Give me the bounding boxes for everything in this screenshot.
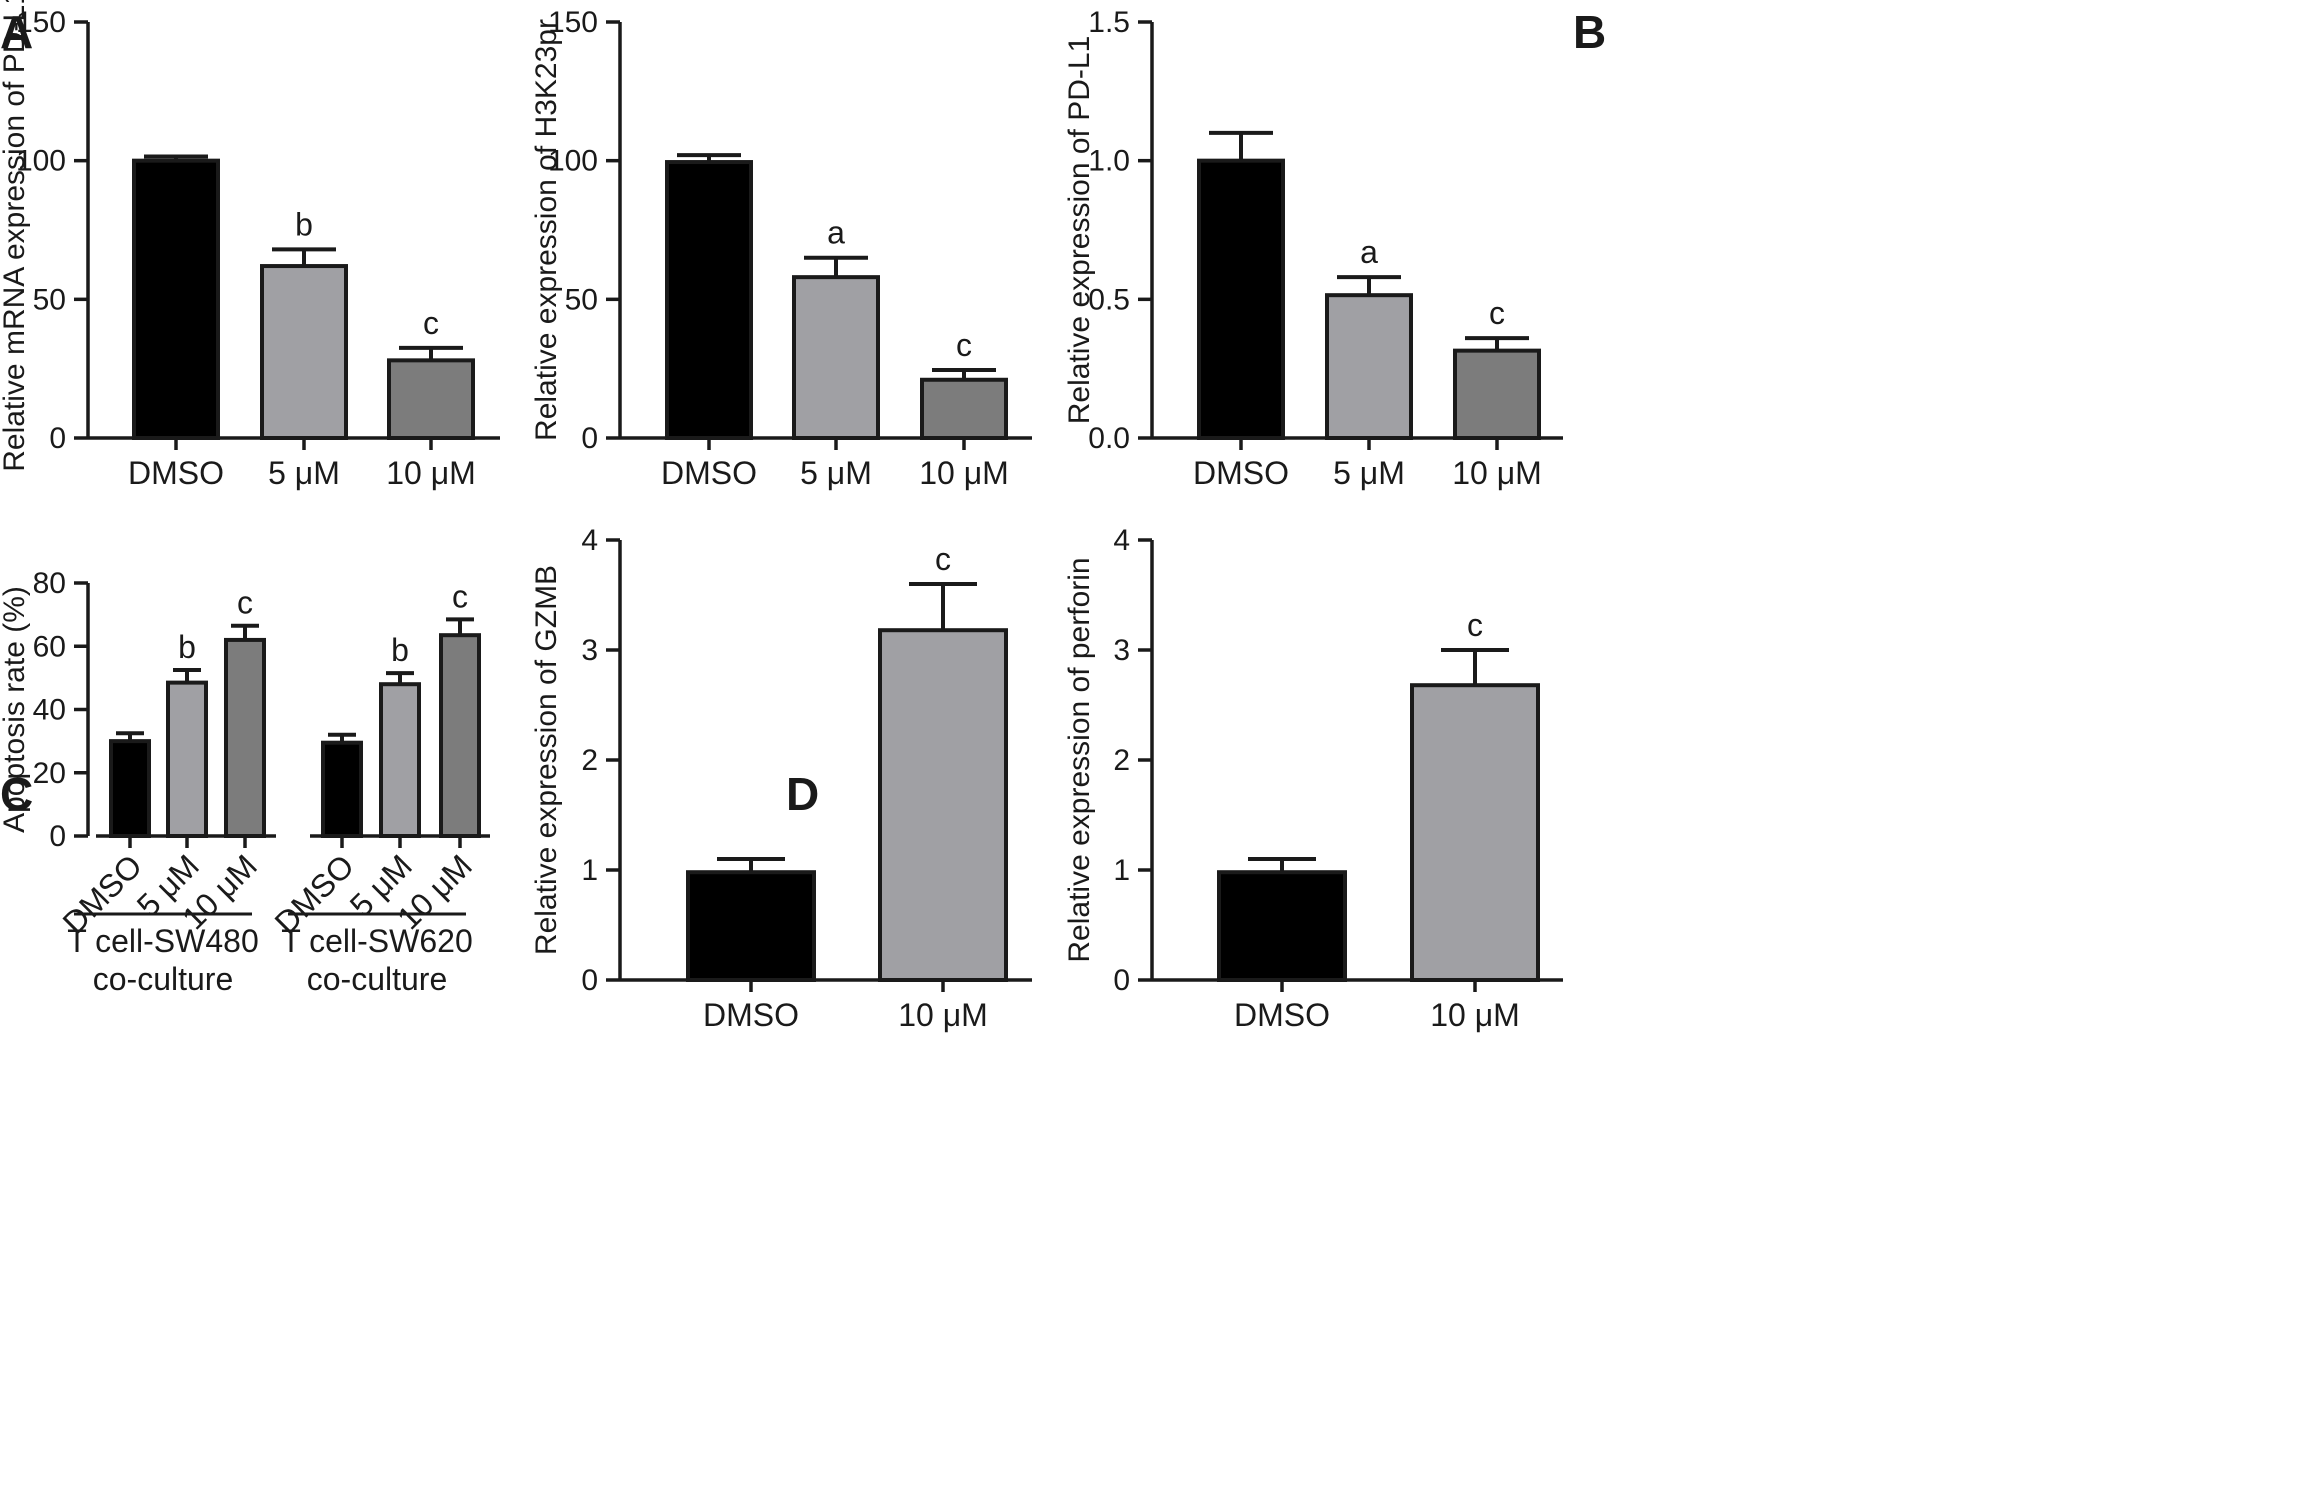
bar: [439, 633, 481, 839]
bar: [1197, 158, 1285, 441]
y-tick-label: 2: [581, 744, 598, 777]
significance-label: c: [1467, 607, 1483, 643]
x-category-label: 10 μM: [898, 997, 988, 1033]
y-tick-label: 100: [548, 145, 598, 178]
group-label-line1: T cell-SW480: [67, 923, 258, 959]
y-tick-label: 40: [33, 694, 66, 727]
x-category-label: 5 μM: [268, 455, 340, 491]
x-category-label: 5 μM: [800, 455, 872, 491]
bar: [379, 682, 421, 839]
y-tick-label: 1.0: [1088, 145, 1130, 178]
significance-label: b: [295, 206, 313, 242]
y-tick-label: 0.0: [1088, 422, 1130, 455]
x-category-label: DMSO: [703, 997, 799, 1033]
bar: [224, 637, 266, 838]
bar: [387, 358, 475, 441]
group-label-line1: T cell-SW620: [281, 923, 472, 959]
bar: [1217, 870, 1347, 983]
bar: [1325, 293, 1413, 440]
y-tick-label: 80: [33, 567, 66, 600]
y-axis-title: Relative expression of perforin: [1063, 557, 1096, 962]
bar: [686, 870, 816, 983]
bar: [1453, 348, 1541, 441]
x-category-label: DMSO: [1193, 455, 1289, 491]
bar: [109, 739, 151, 838]
group-label-line2: co-culture: [307, 961, 448, 997]
bar: [792, 275, 880, 440]
bar: [132, 158, 220, 441]
significance-label: b: [178, 629, 196, 665]
bar: [920, 377, 1008, 441]
group-label-line2: co-culture: [93, 961, 234, 997]
x-category-label: DMSO: [128, 455, 224, 491]
y-tick-label: 0: [581, 964, 598, 997]
bar: [878, 628, 1008, 982]
bar: [321, 740, 363, 838]
significance-label: c: [423, 305, 439, 341]
y-axis-title: Relative mRNA expression of PD-L1: [0, 0, 31, 472]
y-tick-label: 3: [581, 634, 598, 667]
y-tick-label: 4: [581, 524, 598, 557]
y-tick-label: 100: [16, 145, 66, 178]
y-tick-label: 20: [33, 757, 66, 790]
y-axis-title: Relative expression of PD-L1: [1063, 36, 1096, 425]
x-category-label: 10 μM: [1452, 455, 1542, 491]
panel-letter-a: A: [0, 6, 33, 58]
y-tick-label: 150: [548, 6, 598, 39]
bar: [665, 160, 753, 440]
significance-label: c: [237, 585, 253, 621]
y-tick-label: 2: [1113, 744, 1130, 777]
x-category-label: 10 μM: [919, 455, 1009, 491]
y-tick-label: 1: [581, 854, 598, 887]
x-category-label: 10 μM: [1430, 997, 1520, 1033]
y-axis-title: Apoptosis rate (%): [0, 586, 31, 833]
x-category-label: DMSO: [661, 455, 757, 491]
y-tick-label: 3: [1113, 634, 1130, 667]
significance-label: c: [452, 578, 468, 614]
bar: [166, 680, 208, 839]
significance-label: b: [391, 632, 409, 668]
y-tick-label: 0: [49, 820, 66, 853]
y-tick-label: 50: [565, 283, 598, 316]
y-tick-label: 1.5: [1088, 6, 1130, 39]
bar: [260, 264, 348, 441]
y-tick-label: 4: [1113, 524, 1130, 557]
y-axis-title: Relative expression of H3K23pr: [530, 19, 563, 441]
x-category-label: DMSO: [1234, 997, 1330, 1033]
y-tick-label: 1: [1113, 854, 1130, 887]
significance-label: a: [827, 215, 845, 251]
chart-perforin: 0 1 2 3 4 Relative expression of perforin DMSO…: [1063, 524, 1563, 1033]
y-tick-label: 0.5: [1088, 283, 1130, 316]
significance-label: c: [956, 327, 972, 363]
significance-label: c: [935, 541, 951, 577]
x-category-label: 5 μM: [1333, 455, 1405, 491]
y-tick-label: 0: [49, 422, 66, 455]
significance-label: a: [1360, 234, 1378, 270]
panel-letter-d: D: [786, 768, 819, 820]
y-tick-label: 0: [1113, 964, 1130, 997]
significance-label: c: [1489, 295, 1505, 331]
bar: [1410, 683, 1540, 982]
y-tick-label: 50: [33, 283, 66, 316]
panel-letter-c: C: [0, 768, 33, 820]
chart-gzmb: 0 1 2 3 4 Relative expression of GZMB DMSO c 10 …: [530, 524, 1032, 1033]
y-axis-title: Relative expression of GZMB: [530, 565, 563, 955]
y-tick-label: 60: [33, 630, 66, 663]
y-tick-label: 0: [581, 422, 598, 455]
x-category-label: 10 μM: [386, 455, 476, 491]
y-tick-label: 150: [16, 6, 66, 39]
panel-letter-b: B: [1573, 6, 1606, 58]
